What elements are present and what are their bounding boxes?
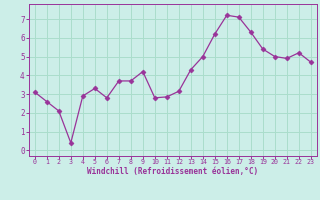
X-axis label: Windchill (Refroidissement éolien,°C): Windchill (Refroidissement éolien,°C) (87, 167, 258, 176)
